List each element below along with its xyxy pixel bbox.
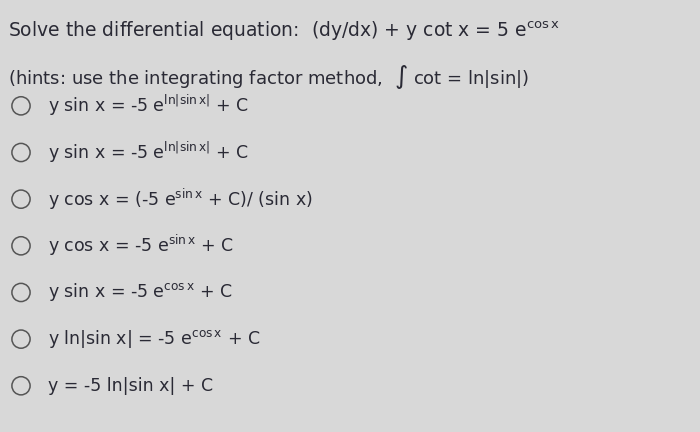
Text: y cos x = -5 e$^{\mathrm{sin\,x}}$ + C: y cos x = -5 e$^{\mathrm{sin\,x}}$ + C xyxy=(48,233,234,258)
Text: y ln|sin x| = -5 e$^{\mathrm{cos\,x}}$ + C: y ln|sin x| = -5 e$^{\mathrm{cos\,x}}$ +… xyxy=(48,328,260,350)
Text: y sin x = -5 e$^{\mathrm{cos\,x}}$ + C: y sin x = -5 e$^{\mathrm{cos\,x}}$ + C xyxy=(48,282,232,303)
Text: Solve the differential equation:  (dy/dx) + y cot x = 5 e$^{\mathrm{cos\,x}}$: Solve the differential equation: (dy/dx)… xyxy=(8,19,560,43)
Text: (hints: use the integrating factor method,  $\int$ cot = ln|sin|): (hints: use the integrating factor metho… xyxy=(8,63,530,91)
Text: y = -5 ln|sin x| + C: y = -5 ln|sin x| + C xyxy=(48,377,213,395)
Text: y cos x = (-5 e$^{\mathrm{sin\,x}}$ + C)/ (sin x): y cos x = (-5 e$^{\mathrm{sin\,x}}$ + C)… xyxy=(48,187,312,212)
Text: y sin x = -5 e$^{\mathrm{ln|sin\,x|}}$ + C: y sin x = -5 e$^{\mathrm{ln|sin\,x|}}$ +… xyxy=(48,140,248,165)
Text: y sin x = -5 e$^{\mathrm{ln|sin\,x|}}$ + C: y sin x = -5 e$^{\mathrm{ln|sin\,x|}}$ +… xyxy=(48,93,248,118)
